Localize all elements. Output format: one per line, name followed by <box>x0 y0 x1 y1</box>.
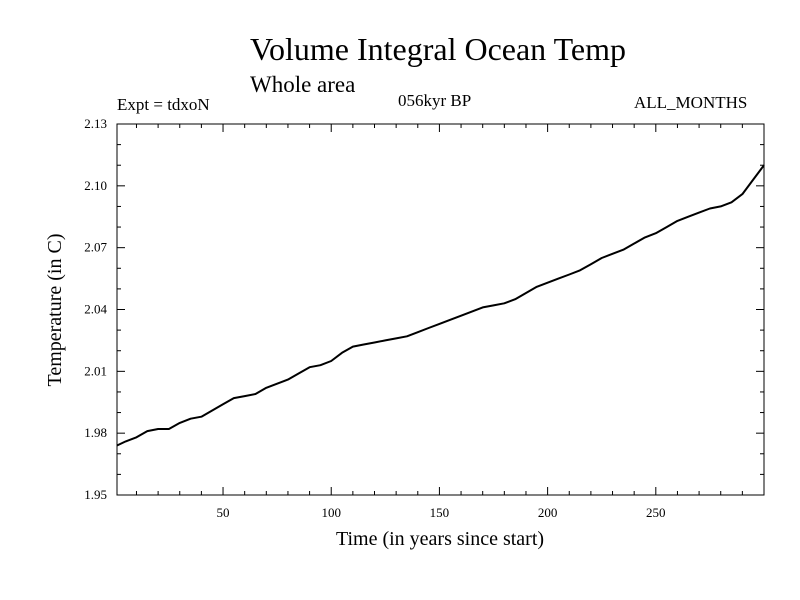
chart-subtitle: Whole area <box>250 72 356 97</box>
y-tick-label: 2.13 <box>84 116 107 131</box>
x-tick-label: 50 <box>217 505 230 520</box>
months-label: ALL_MONTHS <box>634 93 748 112</box>
period-label: 056kyr BP <box>398 91 472 110</box>
x-tick-label: 100 <box>321 505 341 520</box>
experiment-label: Expt = tdxoN <box>117 95 210 114</box>
y-tick-label: 2.07 <box>84 240 107 255</box>
axis-ticks <box>117 124 764 495</box>
tick-labels: 50 100 150 200 250 1.95 1.98 2.01 2.04 2.07 2.10 2.… <box>84 116 665 520</box>
y-tick-label: 2.04 <box>84 302 107 317</box>
chart-title: Volume Integral Ocean Temp <box>249 31 626 67</box>
y-axis-title: Temperature (in C) <box>44 234 66 387</box>
y-tick-label: 2.10 <box>84 178 107 193</box>
x-tick-label: 150 <box>430 505 450 520</box>
y-tick-label: 1.98 <box>84 425 107 440</box>
x-tick-label: 250 <box>646 505 666 520</box>
series-line-temperature <box>116 164 765 447</box>
x-axis-title: Time (in years since start) <box>336 528 544 550</box>
y-tick-label: 1.95 <box>84 487 107 502</box>
x-tick-label: 200 <box>538 505 558 520</box>
plot-frame <box>116 123 765 496</box>
y-tick-label: 2.01 <box>84 363 107 378</box>
